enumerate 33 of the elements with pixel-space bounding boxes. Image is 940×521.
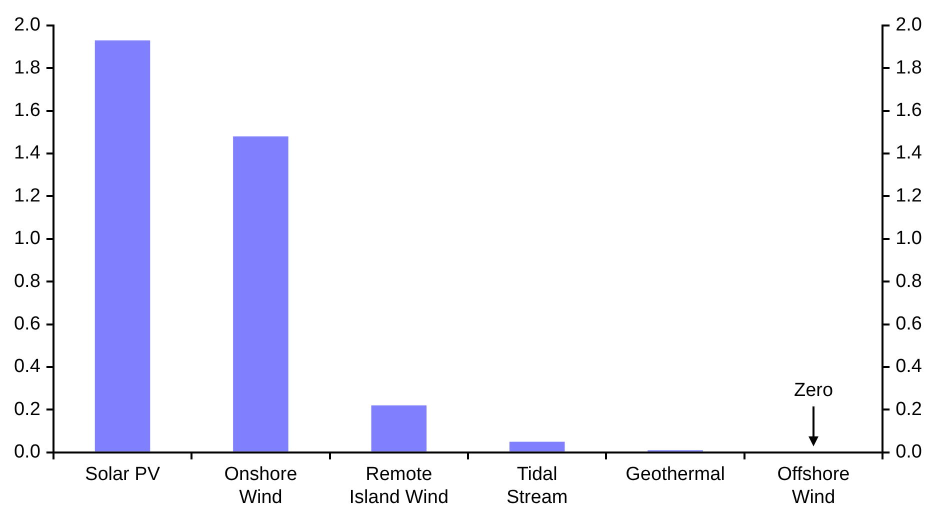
y2-tick-label: 1.0 bbox=[896, 228, 922, 250]
y-tick-label: 0.2 bbox=[14, 398, 40, 420]
bar bbox=[233, 136, 288, 452]
y2-tick-label: 0.2 bbox=[896, 398, 922, 420]
x-tick-label: Solar PV bbox=[85, 464, 160, 486]
y-tick-label: 0.4 bbox=[14, 356, 41, 378]
x-tick-label: Remote Island Wind bbox=[349, 464, 449, 508]
x-tick-label: Offshore Wind bbox=[777, 464, 850, 508]
y2-tick-label: 0.6 bbox=[896, 314, 922, 335]
y2-tick-label: 0.8 bbox=[896, 270, 922, 292]
y2-tick-label: 1.6 bbox=[896, 100, 922, 122]
y2-tick-label: 2.0 bbox=[896, 14, 922, 36]
bar bbox=[94, 40, 150, 452]
annotation: Zero bbox=[794, 380, 834, 402]
bar bbox=[509, 442, 565, 452]
y-tick-label: 0.0 bbox=[14, 442, 40, 463]
x-tick-label: Tidal Stream bbox=[506, 464, 568, 508]
y2-tick-label: 1.2 bbox=[896, 185, 922, 206]
y-tick-label: 2.0 bbox=[14, 14, 40, 36]
y-tick-label: 1.8 bbox=[14, 57, 40, 78]
y-tick-label: 0.6 bbox=[14, 314, 40, 335]
bar bbox=[371, 405, 427, 452]
y2-tick-label: 1.8 bbox=[896, 57, 922, 78]
y-tick-label: 0.8 bbox=[14, 270, 40, 292]
y2-tick-label: 1.4 bbox=[896, 142, 922, 164]
y-tick-label: 1.2 bbox=[14, 185, 40, 206]
x-tick-label: Onshore Wind bbox=[224, 464, 298, 508]
y2-tick-label: 0.0 bbox=[896, 442, 922, 463]
x-tick-label: Geothermal bbox=[626, 464, 725, 486]
y2-tick-label: 0.4 bbox=[896, 356, 922, 378]
y-tick-label: 1.0 bbox=[14, 228, 40, 250]
y-tick-label: 1.6 bbox=[14, 100, 40, 122]
y-tick-label: 1.4 bbox=[14, 142, 41, 164]
